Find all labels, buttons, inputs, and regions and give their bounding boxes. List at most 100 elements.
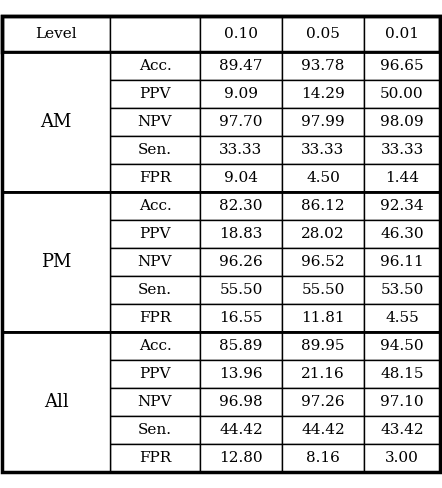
Bar [200,276,282,304]
Text: 97.26: 97.26 [301,395,345,409]
Bar [110,416,200,444]
Text: 11.81: 11.81 [301,311,345,325]
Bar [110,164,200,192]
Text: 96.65: 96.65 [380,59,424,73]
Text: PPV: PPV [139,227,171,241]
Bar [110,136,200,164]
Bar [364,444,440,472]
Bar [110,332,200,360]
Bar [364,416,440,444]
Text: FPR: FPR [139,171,171,185]
Text: 86.12: 86.12 [301,199,345,213]
Bar [200,108,282,136]
Bar [200,444,282,472]
Bar [282,52,364,80]
Bar [282,220,364,248]
Bar [282,332,364,360]
Bar [282,16,364,52]
Text: 82.30: 82.30 [219,199,263,213]
Bar [282,192,364,220]
Text: 94.50: 94.50 [380,339,424,353]
Text: 3.00: 3.00 [385,451,419,465]
Bar [2,52,440,192]
Text: NPV: NPV [138,255,172,269]
Text: 16.55: 16.55 [219,311,263,325]
Bar [2,332,440,472]
Bar [2,16,440,52]
Text: 55.50: 55.50 [301,283,345,297]
Bar [200,304,282,332]
Bar [2,192,440,332]
Text: 9.04: 9.04 [224,171,258,185]
Bar [282,80,364,108]
Bar [364,16,440,52]
Text: Sen.: Sen. [138,143,172,157]
Bar [2,332,110,472]
Text: 33.33: 33.33 [381,143,423,157]
Bar [200,16,282,52]
Text: All: All [44,393,69,411]
Text: NPV: NPV [138,115,172,129]
Text: 55.50: 55.50 [219,283,263,297]
Text: 97.70: 97.70 [219,115,263,129]
Bar [110,276,200,304]
Text: 4.55: 4.55 [385,311,419,325]
Bar [282,444,364,472]
Text: 44.42: 44.42 [219,423,263,437]
Bar [200,388,282,416]
Bar [200,52,282,80]
Bar [110,80,200,108]
Bar [282,416,364,444]
Text: 50.00: 50.00 [380,87,424,101]
Text: 93.78: 93.78 [301,59,345,73]
Text: Sen.: Sen. [138,423,172,437]
Text: 13.96: 13.96 [219,367,263,381]
Bar [364,192,440,220]
Bar [110,52,200,80]
Bar [282,136,364,164]
Bar [110,360,200,388]
Text: 96.98: 96.98 [219,395,263,409]
Bar [282,360,364,388]
Text: 28.02: 28.02 [301,227,345,241]
Text: 0.05: 0.05 [306,27,340,41]
Bar [110,444,200,472]
Text: 8.16: 8.16 [306,451,340,465]
Text: 46.30: 46.30 [380,227,424,241]
Bar [200,80,282,108]
Text: 1.44: 1.44 [385,171,419,185]
Text: Sen.: Sen. [138,283,172,297]
Bar [200,136,282,164]
Bar [2,16,110,52]
Bar [110,108,200,136]
Text: 96.26: 96.26 [219,255,263,269]
Bar [110,192,200,220]
Bar [282,388,364,416]
Text: 0.10: 0.10 [224,27,258,41]
Bar [282,248,364,276]
Bar [110,388,200,416]
Bar [364,52,440,80]
Text: NPV: NPV [138,395,172,409]
Bar [200,164,282,192]
Text: 44.42: 44.42 [301,423,345,437]
Text: 97.10: 97.10 [380,395,424,409]
Bar [364,360,440,388]
Text: 89.95: 89.95 [301,339,345,353]
Text: 0.01: 0.01 [385,27,419,41]
Text: FPR: FPR [139,311,171,325]
Bar [282,164,364,192]
Text: 9.09: 9.09 [224,87,258,101]
Text: 14.29: 14.29 [301,87,345,101]
Bar [200,192,282,220]
Text: 97.99: 97.99 [301,115,345,129]
Text: PPV: PPV [139,367,171,381]
Text: PPV: PPV [139,87,171,101]
Bar [364,164,440,192]
Text: Acc.: Acc. [139,199,171,213]
Bar [110,16,200,52]
Text: Acc.: Acc. [139,339,171,353]
Text: 4.50: 4.50 [306,171,340,185]
Text: 96.11: 96.11 [380,255,424,269]
Text: 18.83: 18.83 [219,227,263,241]
